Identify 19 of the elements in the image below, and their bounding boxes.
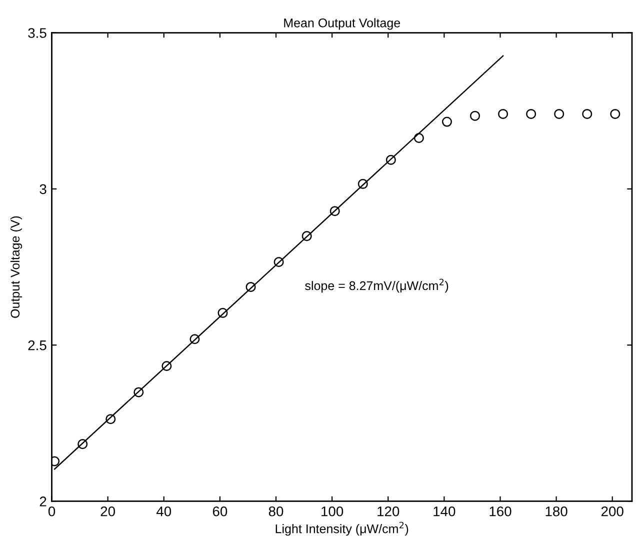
x-tick-label: 120 [378,506,400,516]
x-tick-label: 60 [212,506,228,516]
y-axis-title: Output Voltage (V) [10,216,22,318]
x-tick-label: 180 [546,506,568,516]
y-tick-label: 2.5 [28,340,46,350]
x-tick-label: 0 [48,506,56,516]
x-tick-label: 100 [322,506,344,516]
y-tick-label: 3.5 [28,28,46,38]
x-tick-label: 40 [156,506,172,516]
annotation: slope = 8.27mV/(μW/cm$^{2}$) [305,278,448,293]
y-tick-label: 3 [40,184,46,194]
x-tick-label: 80 [268,506,284,516]
x-tick-label: 200 [601,506,624,516]
x-tick-label: 140 [434,506,456,516]
chart-title: Mean Output Voltage [284,18,400,30]
y-tick-label: 2 [40,496,46,506]
x-tick-label: 160 [490,506,512,516]
x-tick-label: 20 [100,506,115,516]
x-axis-title: Light Intensity (μW/cm$^{2}$) [276,522,408,536]
